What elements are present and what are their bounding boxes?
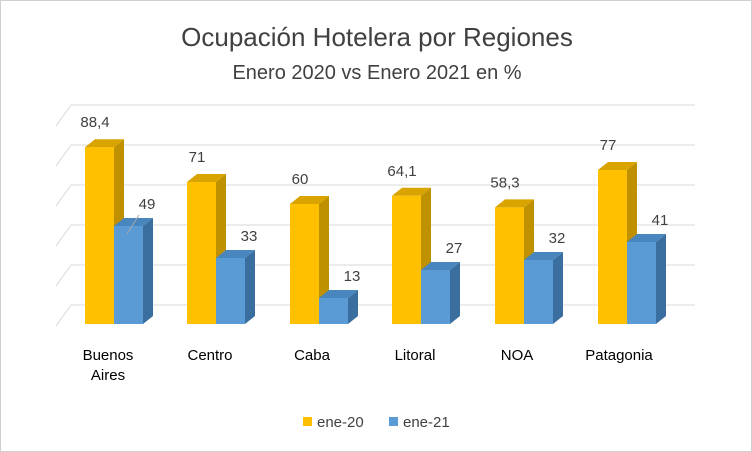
gridline-depth: [55, 144, 72, 167]
bar-front: [392, 195, 421, 324]
bar-top: [598, 162, 637, 170]
bar-ene-21-1: [216, 250, 255, 324]
legend-label: ene-20: [317, 414, 364, 431]
category-label: Buenos: [83, 347, 134, 364]
bar-side: [450, 262, 460, 324]
bar-front: [85, 147, 114, 324]
legend: ene-20 ene-21: [303, 414, 450, 431]
bar-front: [290, 204, 319, 324]
category-label: Aires: [91, 367, 125, 384]
bar-top: [495, 199, 534, 208]
bar-front: [114, 226, 143, 324]
data-label-ene-21-3: 27: [446, 240, 463, 257]
chart-subtitle: Enero 2020 vs Enero 2021 en %: [232, 62, 521, 84]
bar-ene-21-5: [627, 234, 666, 324]
bar-front: [495, 207, 524, 324]
bar-top: [627, 234, 666, 242]
data-label-ene-20-3: 64,1: [387, 163, 416, 180]
data-label-ene-20-1: 71: [189, 149, 206, 166]
gridlines: [55, 104, 695, 327]
bar-side: [656, 234, 666, 324]
bar-top: [524, 252, 563, 260]
bars: [85, 139, 666, 324]
leader-line: [126, 214, 140, 235]
bar-top: [85, 139, 124, 148]
bar-front: [524, 260, 553, 324]
category-label: Centro: [187, 347, 232, 364]
bar-ene-21-4: [524, 252, 563, 324]
data-labels: 88,4 49 71 33 60 13 64,1 27 58,3 32 77 41: [80, 114, 668, 285]
bar-top: [392, 187, 431, 196]
bar-top: [421, 262, 460, 270]
data-label-ene-21-0: 49: [139, 196, 156, 213]
bar-front: [598, 170, 627, 324]
data-label-ene-20-2: 60: [292, 171, 309, 188]
bar-top: [290, 196, 329, 204]
category-label: Caba: [294, 347, 331, 364]
gridline-depth: [55, 184, 72, 207]
bar-front: [216, 258, 245, 324]
data-label-ene-20-5: 77: [600, 137, 617, 154]
bar-front: [627, 242, 656, 324]
chart-title: Ocupación Hotelera por Regiones: [181, 22, 573, 52]
bar-ene-21-3: [421, 262, 460, 324]
gridline-depth: [55, 304, 72, 327]
bar-top: [114, 218, 153, 226]
legend-swatch: [389, 417, 398, 426]
bar-ene-21-2: [319, 290, 358, 324]
data-label-ene-21-5: 41: [652, 212, 669, 229]
bar-ene-21-0: [114, 218, 153, 324]
legend-item-ene-20: ene-20: [303, 414, 364, 431]
bar-side: [143, 218, 153, 324]
category-label: NOA: [501, 347, 534, 364]
data-label-ene-21-1: 33: [241, 228, 258, 245]
legend-item-ene-21: ene-21: [389, 414, 450, 431]
data-label-ene-21-4: 32: [549, 230, 566, 247]
bar-front: [421, 270, 450, 324]
category-label: Litoral: [395, 347, 436, 364]
bar-top: [187, 174, 226, 182]
bar-side: [245, 250, 255, 324]
bar-top: [319, 290, 358, 298]
gridline-depth: [55, 264, 72, 287]
legend-label: ene-21: [403, 414, 450, 431]
data-label-ene-21-2: 13: [344, 268, 361, 285]
bar-front: [187, 182, 216, 324]
bar-side: [348, 290, 358, 324]
legend-swatch: [303, 417, 312, 426]
gridline-depth: [55, 104, 72, 127]
bar-side: [553, 252, 563, 324]
category-label: Patagonia: [585, 347, 653, 364]
bar-front: [319, 298, 348, 324]
category-labels: Buenos Aires Centro Caba Litoral NOA Patagonia: [83, 347, 654, 384]
data-label-ene-20-4: 58,3: [490, 174, 519, 191]
gridline-depth: [55, 224, 72, 247]
bar-top: [216, 250, 255, 258]
data-label-ene-20-0: 88,4: [80, 114, 109, 131]
